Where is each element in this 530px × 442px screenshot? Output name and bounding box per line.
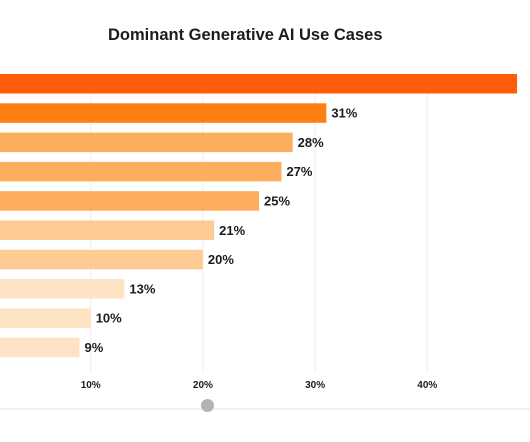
- scroll-indicator[interactable]: [201, 399, 214, 412]
- bar-value-labels: 31% 28% 27% 25% 21% 20% 13% 10% 9%: [84, 106, 357, 355]
- bar-value-label: 10%: [96, 311, 122, 326]
- x-tick-label: 10%: [81, 380, 101, 391]
- bar-value-label: 27%: [286, 164, 312, 179]
- bar: [0, 308, 91, 328]
- bar: [0, 103, 327, 123]
- bars: [0, 74, 518, 358]
- bar-value-label: 21%: [219, 223, 245, 238]
- bar: [0, 337, 80, 358]
- bar: [0, 132, 293, 153]
- bar-value-label: 9%: [84, 340, 103, 355]
- x-tick-label: 30%: [305, 380, 325, 391]
- bar: [0, 249, 203, 270]
- bar-value-label: 13%: [129, 281, 155, 296]
- x-axis-ticks: 10% 20% 30% 40%: [81, 380, 438, 391]
- bar-value-label: 20%: [208, 252, 234, 267]
- bar: [0, 161, 282, 182]
- x-tick-label: 40%: [417, 380, 437, 391]
- bar: [0, 279, 125, 299]
- bar-value-label: 28%: [298, 135, 324, 150]
- bar-value-label: 25%: [264, 193, 290, 208]
- bar: [0, 191, 259, 211]
- bar: [0, 74, 518, 94]
- bar-value-label: 31%: [331, 106, 357, 121]
- bar: [0, 220, 215, 240]
- x-tick-label: 20%: [193, 380, 213, 391]
- chart-title: Dominant Generative AI Use Cases: [108, 26, 383, 44]
